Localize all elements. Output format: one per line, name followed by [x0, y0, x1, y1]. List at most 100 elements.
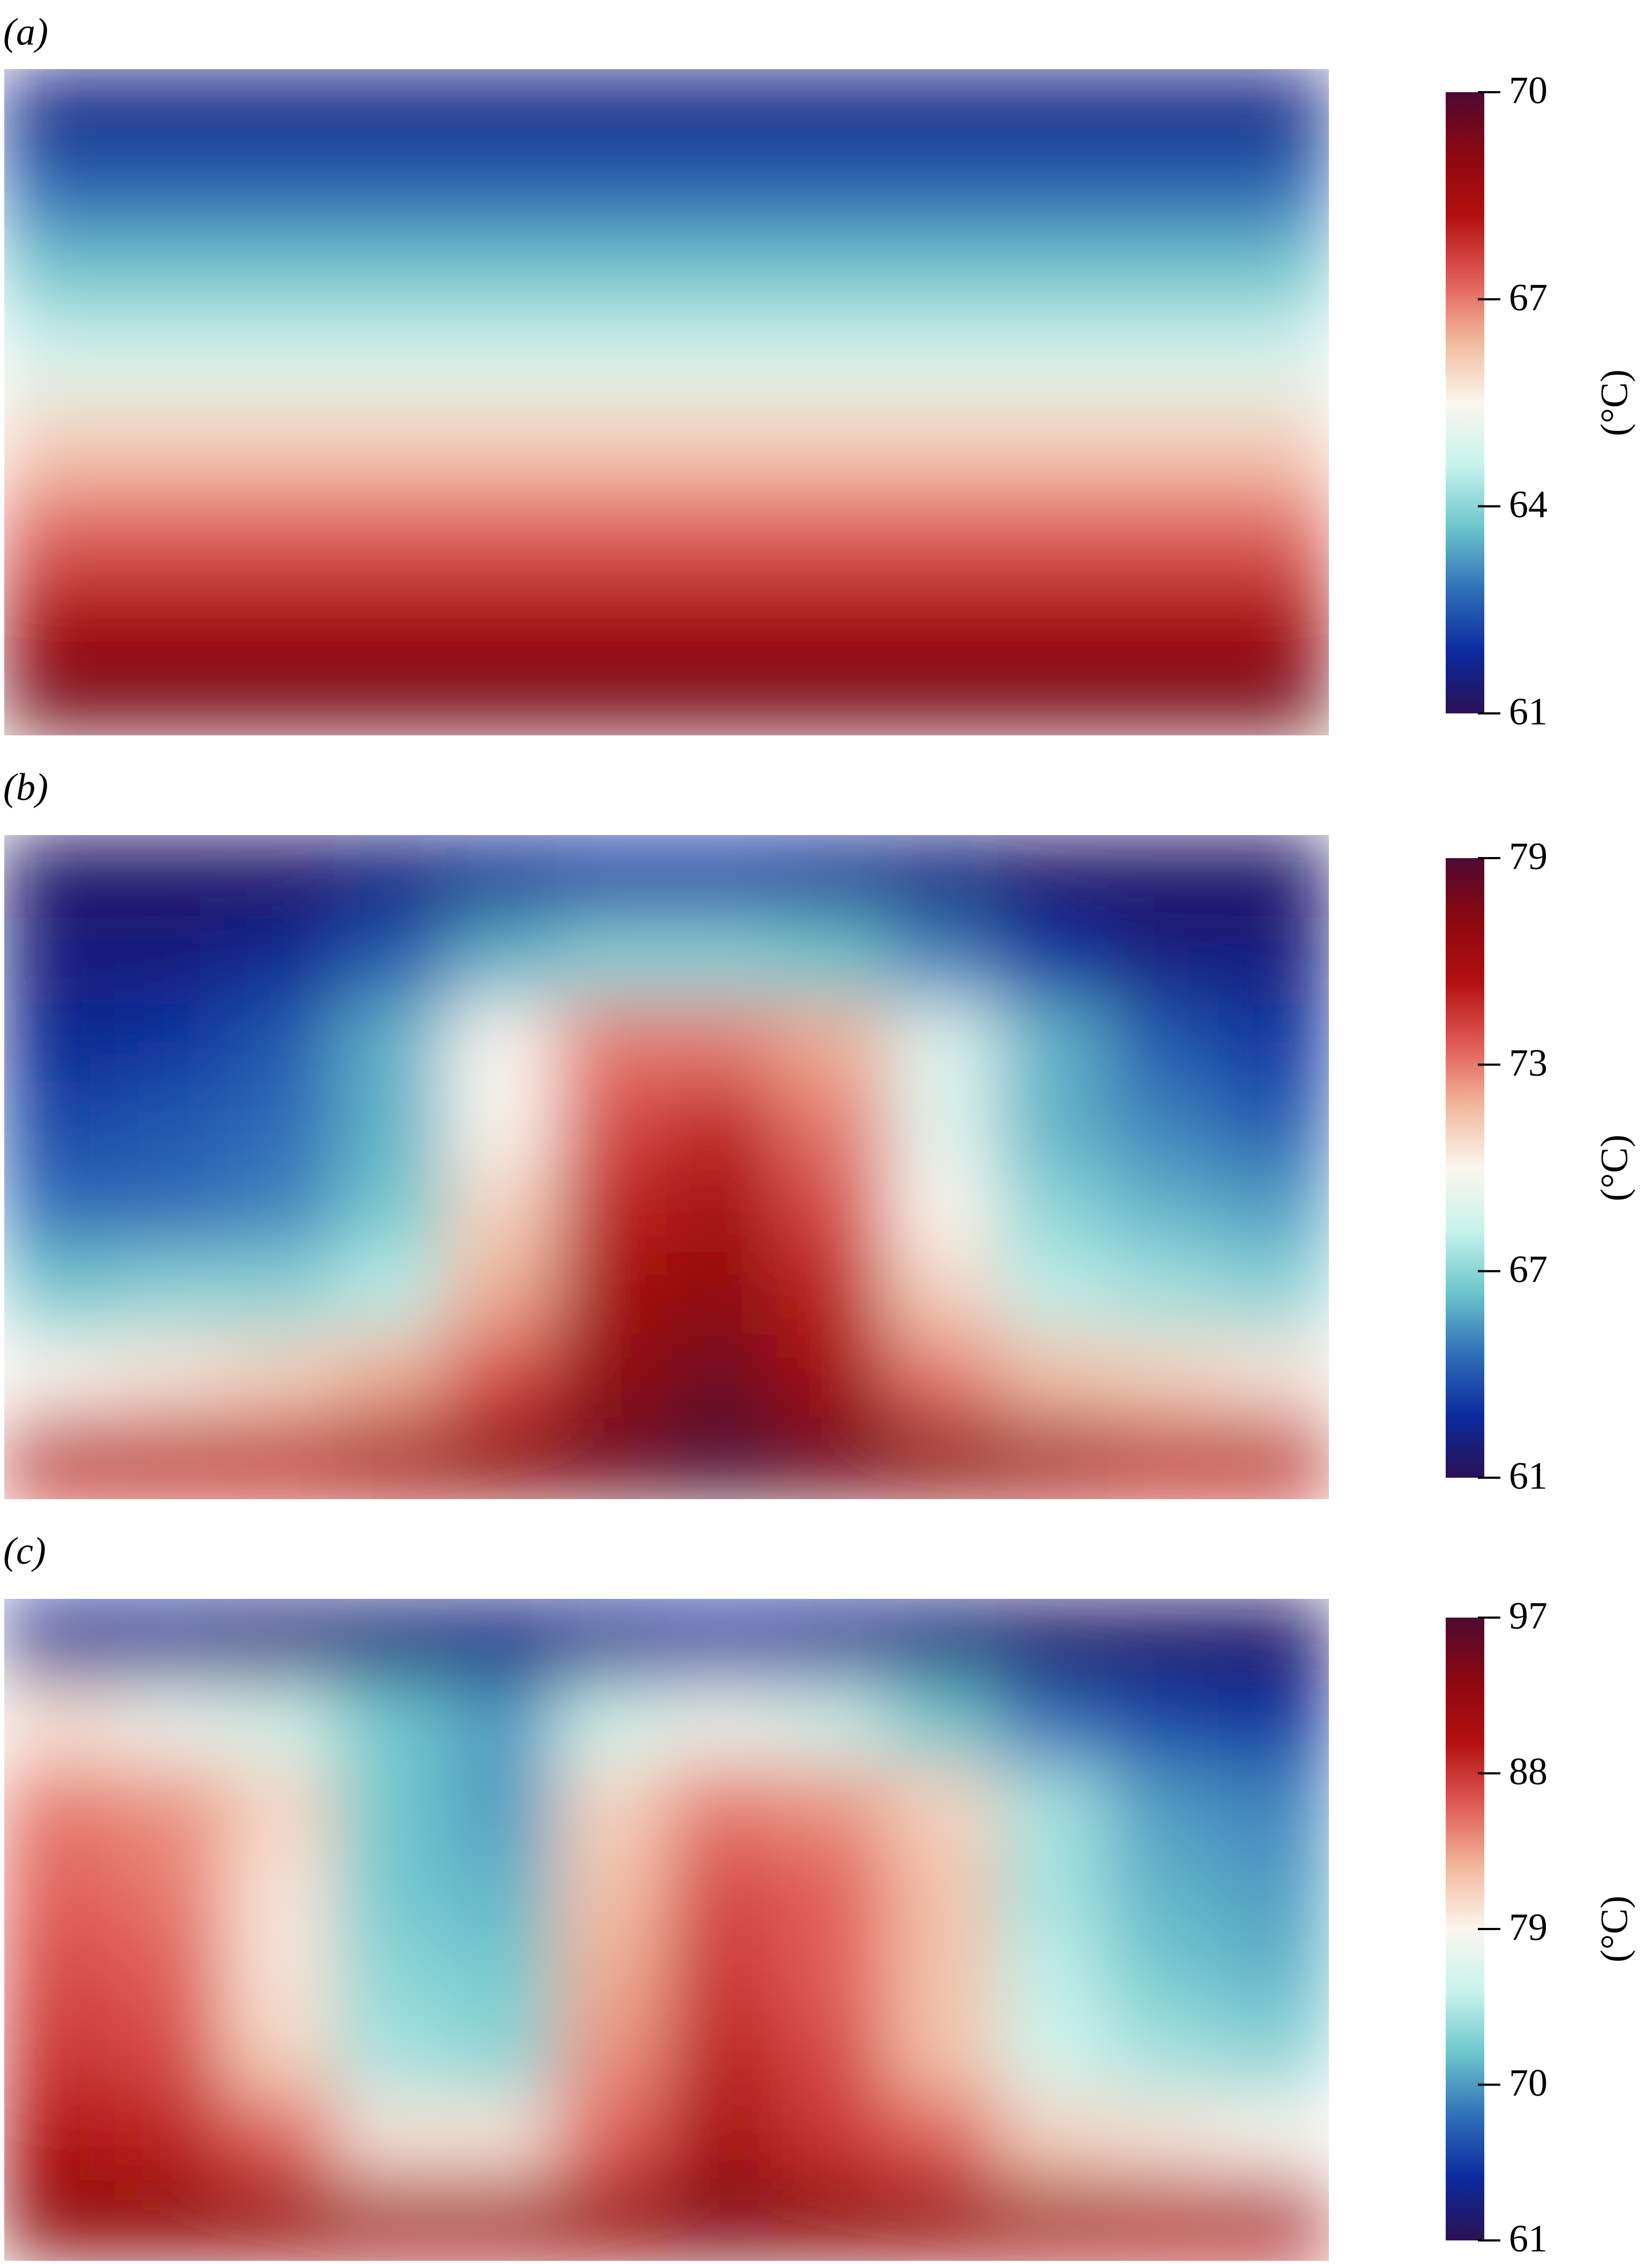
heatmap-cell	[997, 1084, 1109, 1167]
heatmap-cell	[556, 1416, 667, 1499]
heatmap-cell	[335, 2095, 446, 2179]
heatmap-cell	[1108, 1249, 1219, 1334]
heatmap-cell	[445, 1846, 557, 1930]
heatmap-cell	[1108, 835, 1219, 919]
heatmap-cell	[335, 835, 446, 919]
heatmap-cell	[1108, 2012, 1219, 2096]
colorbar	[1446, 92, 1484, 713]
heatmap-cell	[1108, 2178, 1219, 2261]
heatmap-cell	[114, 318, 226, 403]
colorbar-tick-label: 79	[1509, 835, 1548, 878]
heatmap-cell	[335, 1846, 446, 1930]
colorbar-label: (°C)	[1593, 1135, 1636, 1202]
heatmap-cell	[997, 1167, 1109, 1250]
heatmap-cell	[1218, 918, 1329, 1002]
heatmap-cell	[997, 1249, 1109, 1334]
heatmap-cell	[1108, 235, 1219, 319]
heatmap-cell	[1218, 402, 1329, 486]
heatmap-cell	[666, 152, 778, 236]
heatmap-cell	[225, 235, 336, 319]
heatmap-cell	[1108, 1001, 1219, 1085]
heatmap-cell	[666, 402, 778, 486]
heatmap-cell	[556, 1332, 667, 1417]
heatmap-cell	[335, 152, 446, 236]
heatmap-cell	[776, 1416, 888, 1499]
heatmap-cell	[1218, 318, 1329, 403]
heatmap-cell	[445, 2012, 557, 2096]
heatmap-cell	[556, 1846, 667, 1930]
heatmap-cell	[114, 918, 226, 1002]
heatmap-cell	[445, 1167, 557, 1250]
heatmap-cell	[225, 1001, 336, 1085]
heatmap-cell	[114, 568, 226, 653]
heatmap-cell	[445, 1681, 557, 1765]
heatmap-cell	[556, 918, 667, 1002]
heatmap-cell	[1108, 1332, 1219, 1417]
heatmap-cell	[335, 69, 446, 153]
heatmap-cell	[114, 1416, 226, 1499]
heatmap-cell	[445, 568, 557, 653]
heatmap-cell	[1108, 1599, 1219, 1682]
heatmap-cell	[776, 2178, 888, 2261]
heatmap-cell	[997, 1001, 1109, 1085]
heatmap-cell	[776, 1249, 888, 1334]
heatmap-cell	[445, 1084, 557, 1167]
heatmap-cell	[225, 2095, 336, 2179]
heatmap-cell	[225, 1332, 336, 1417]
heatmap-cell	[4, 1599, 115, 1682]
heatmap-cell	[1218, 1084, 1329, 1167]
heatmap-cell	[776, 1846, 888, 1930]
heatmap-cell	[225, 2178, 336, 2261]
heatmap-cell	[1108, 152, 1219, 236]
heatmap-cell	[4, 1167, 115, 1250]
heatmap-cell	[1108, 1681, 1219, 1765]
heatmap-cell	[556, 1084, 667, 1167]
heatmap-cell	[776, 918, 888, 1002]
heatmap-cell	[114, 1930, 226, 2013]
heatmap-cell	[776, 1001, 888, 1085]
heatmap-cell	[556, 652, 667, 735]
heatmap-cell	[335, 1681, 446, 1765]
heatmap-cell	[1218, 235, 1329, 319]
heatmap-cell	[997, 485, 1109, 569]
heatmap-cell	[887, 485, 998, 569]
heatmap-cell	[445, 2095, 557, 2179]
heatmap-cell	[556, 2095, 667, 2179]
heatmap-cell	[556, 152, 667, 236]
heatmap-cell	[225, 1084, 336, 1167]
heatmap-cell	[335, 1930, 446, 2013]
heatmap-cells	[4, 835, 1329, 1499]
heatmap-cell	[1108, 318, 1219, 403]
heatmap-cell	[1218, 1416, 1329, 1499]
heatmap-cell	[887, 1249, 998, 1334]
heatmap-cell	[445, 152, 557, 236]
heatmap-cell	[335, 1599, 446, 1682]
heatmap-cell	[997, 152, 1109, 236]
heatmap-cell	[225, 1416, 336, 1499]
colorbar-label: (°C)	[1593, 369, 1636, 436]
heatmap-cell	[225, 485, 336, 569]
heatmap-cell	[887, 835, 998, 919]
heatmap-cell	[1218, 1249, 1329, 1334]
heatmap-cell	[776, 1332, 888, 1417]
heatmap-cell	[114, 1846, 226, 1930]
heatmap-cell	[225, 1599, 336, 1682]
heatmap-cell	[887, 1599, 998, 1682]
heatmap-cell	[4, 568, 115, 653]
panel-label: (a)	[3, 11, 48, 54]
heatmap-cell	[1218, 69, 1329, 153]
heatmap-cell	[776, 1930, 888, 2013]
heatmap-cell	[997, 1846, 1109, 1930]
heatmap-cell	[1108, 1764, 1219, 1848]
panel: (b) 61 67 73 79 (°C)	[3, 766, 1636, 1499]
heatmap-cell	[556, 835, 667, 919]
heatmap-cell	[1108, 402, 1219, 486]
heatmap	[4, 69, 1329, 735]
heatmap-cell	[666, 2095, 778, 2179]
heatmap-cell	[335, 1249, 446, 1334]
heatmap-cell	[666, 1167, 778, 1250]
heatmap-cell	[225, 1167, 336, 1250]
heatmap-cell	[114, 1084, 226, 1167]
heatmap-cell	[1218, 1167, 1329, 1250]
